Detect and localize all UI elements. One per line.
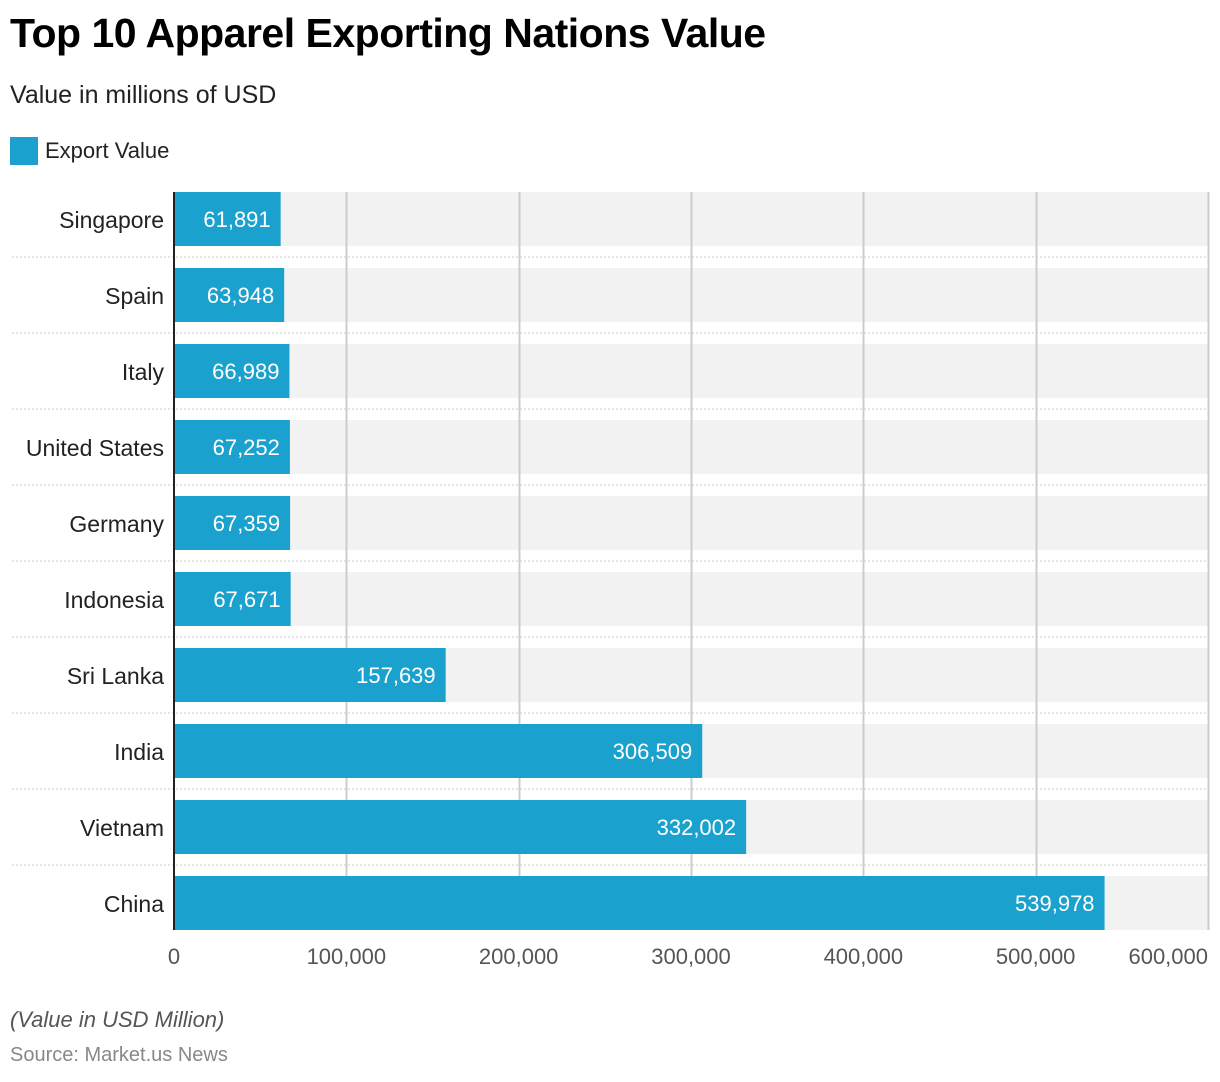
category-label: Singapore [59, 207, 164, 233]
chart-source: Source: Market.us News [10, 1044, 228, 1066]
x-tick-label: 500,000 [996, 944, 1076, 969]
category-label: India [114, 739, 164, 765]
bar-value-label: 157,639 [356, 663, 436, 688]
bar-value-label: 66,989 [212, 359, 279, 384]
category-label: Germany [69, 511, 164, 537]
chart-note: (Value in USD Million) [10, 1007, 225, 1032]
category-label: Italy [122, 359, 165, 385]
x-tick-label: 0 [168, 944, 180, 969]
bar [174, 496, 291, 550]
x-tick-label: 100,000 [307, 944, 387, 969]
category-label: Sri Lanka [67, 663, 164, 689]
x-tick-label: 400,000 [824, 944, 904, 969]
bar-value-label: 63,948 [207, 283, 274, 308]
bar [174, 724, 703, 778]
category-label: Spain [105, 283, 164, 309]
chart-title: Top 10 Apparel Exporting Nations Value [10, 10, 766, 56]
bar [174, 572, 291, 626]
x-tick-label: 300,000 [651, 944, 731, 969]
bar-value-label: 67,671 [213, 587, 280, 612]
bar [174, 420, 290, 474]
legend-label: Export Value [45, 138, 170, 163]
x-tick-label: 600,000 [1128, 944, 1208, 969]
bar-value-label: 67,252 [213, 435, 280, 460]
bar-value-label: 539,978 [1015, 891, 1095, 916]
bar-value-label: 306,509 [613, 739, 693, 764]
legend: Export Value [10, 137, 169, 165]
bar-value-label: 61,891 [203, 207, 270, 232]
bar [174, 344, 290, 398]
bar-chart: 61,891 Singapore 63,948 Spain 66,989 Italy 67,… [12, 192, 1210, 969]
bar [174, 648, 446, 702]
chart-subtitle: Value in millions of USD [10, 81, 277, 109]
bar [174, 192, 281, 246]
bar-value-label: 67,359 [213, 511, 280, 536]
category-label: Vietnam [80, 815, 164, 841]
legend-swatch [10, 137, 38, 165]
category-label: United States [26, 435, 164, 461]
bar-value-label: 332,002 [657, 815, 737, 840]
bar [174, 800, 747, 854]
category-label: China [104, 891, 164, 917]
category-label: Indonesia [64, 587, 164, 613]
x-tick-label: 200,000 [479, 944, 559, 969]
bar [174, 876, 1105, 930]
bar [174, 268, 285, 322]
